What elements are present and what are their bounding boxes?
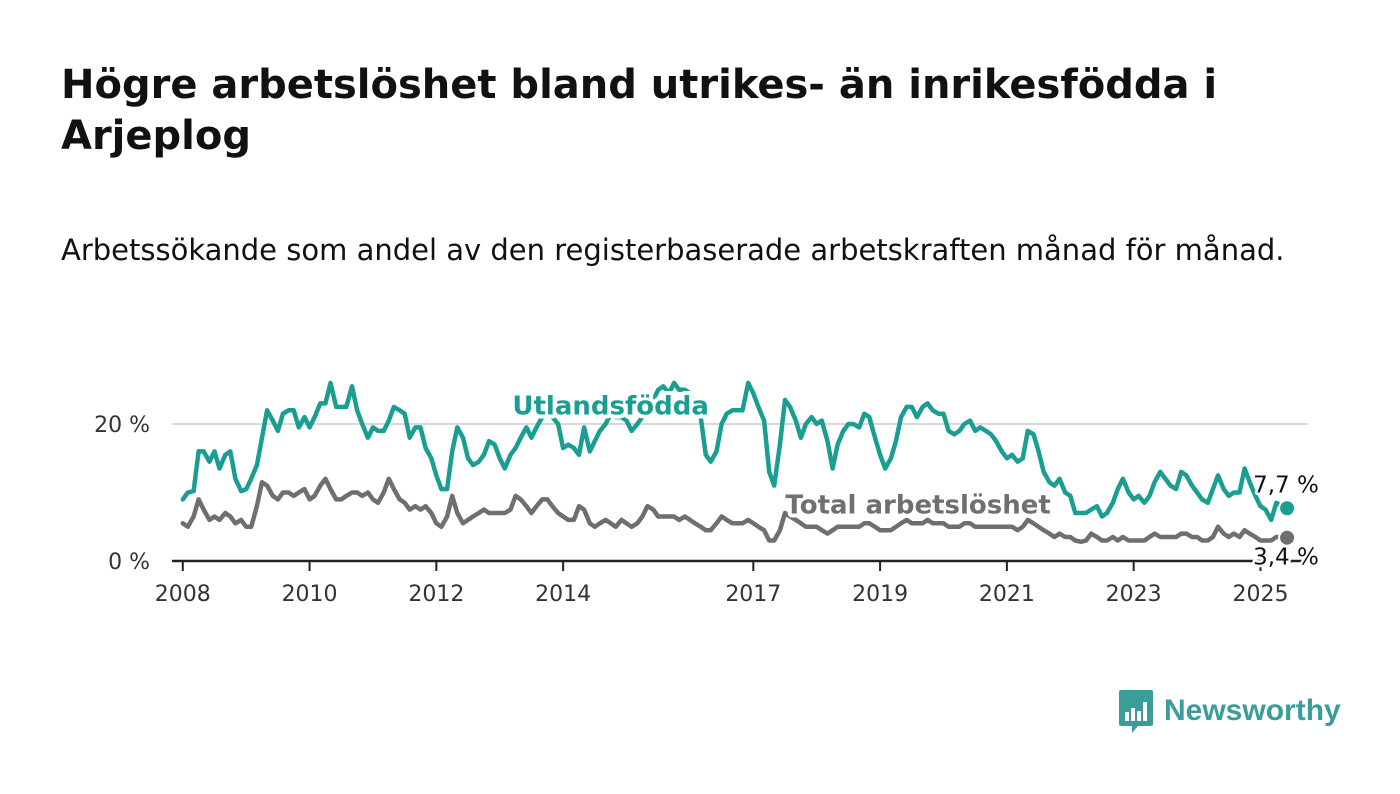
x-tick-label: 2019 xyxy=(852,582,908,607)
series-lines xyxy=(180,380,1297,547)
series-name-label-0: Utlandsfödda xyxy=(512,391,709,421)
brand-name: Newsworthy xyxy=(1164,694,1341,727)
series-labels: 7,7 % 3,4 % Utlandsfödda Total arbetslöshet xyxy=(508,387,1321,573)
chart-subtitle: Arbetssökande som andel av den registerb… xyxy=(61,233,1285,267)
x-tick-label: 2023 xyxy=(1106,582,1162,607)
series-line-0 xyxy=(180,380,1290,523)
axes: 0 % 20 % 2008 2010 2012 2014 2017 2019 2021 2023 2… xyxy=(94,413,1308,607)
series-end-marker-1 xyxy=(1278,528,1297,547)
x-tick-label: 2017 xyxy=(725,582,781,607)
series-name-label-1: Total arbetslöshet xyxy=(785,491,1050,521)
x-tick-label: 2008 xyxy=(155,582,211,607)
x-tick-label: 2012 xyxy=(408,582,464,607)
newsworthy-logo: Newsworthy xyxy=(1118,688,1341,734)
x-tick-label: 2010 xyxy=(282,582,338,607)
series-end-label-1: 3,4 % xyxy=(1253,545,1319,571)
line-chart: 0 % 20 % 2008 2010 2012 2014 2017 2019 2021 2023 2… xyxy=(94,380,1321,607)
series-line-1 xyxy=(180,476,1290,545)
y-tick-label: 20 % xyxy=(94,413,150,438)
x-tick-label: 2025 xyxy=(1232,582,1288,607)
series-end-label-0: 7,7 % xyxy=(1253,472,1319,498)
x-tick-label: 2021 xyxy=(979,582,1035,607)
x-tick-label: 2014 xyxy=(535,582,591,607)
y-tick-label: 0 % xyxy=(108,550,150,575)
series-end-marker-0 xyxy=(1278,499,1297,518)
bar-chart-speech-bubble-icon xyxy=(1119,690,1153,733)
chart-title: Högre arbetslöshet bland utrikes- än inr… xyxy=(61,62,1218,159)
